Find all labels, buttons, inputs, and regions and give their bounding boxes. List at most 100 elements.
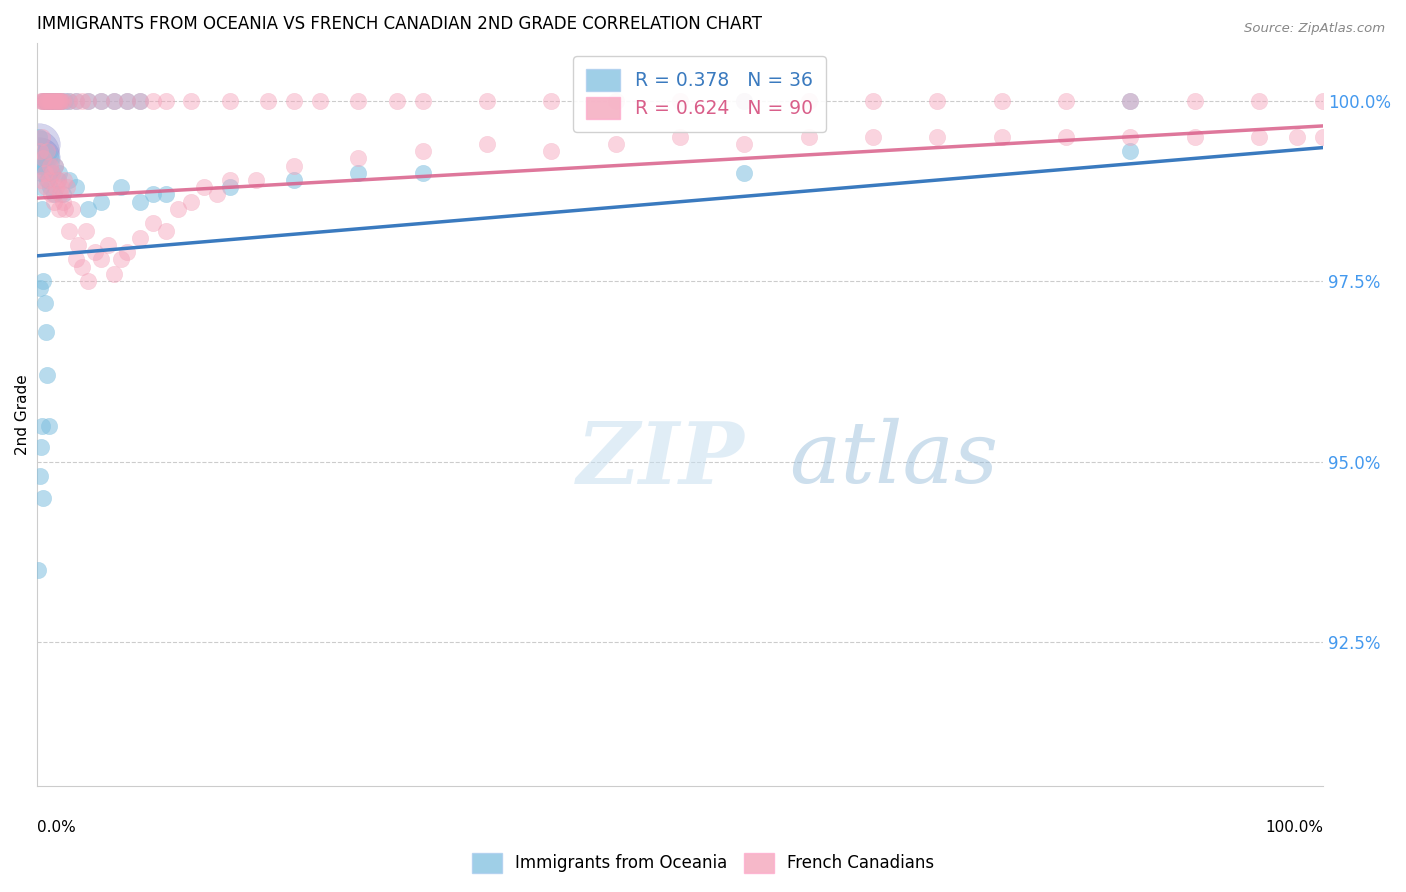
Point xyxy=(32,94,55,108)
Point xyxy=(52,173,75,187)
Point xyxy=(60,202,83,216)
Point xyxy=(103,94,125,108)
Point xyxy=(52,94,75,108)
Point xyxy=(44,159,66,173)
Point xyxy=(32,491,55,505)
Point xyxy=(38,94,60,108)
Point xyxy=(862,94,884,108)
Point xyxy=(28,144,51,158)
Point xyxy=(70,260,93,274)
Point xyxy=(103,94,125,108)
Point xyxy=(385,94,408,108)
Point xyxy=(39,152,62,166)
Point xyxy=(65,252,87,267)
Point xyxy=(309,94,332,108)
Point xyxy=(115,94,138,108)
Point xyxy=(218,173,240,187)
Point xyxy=(32,274,55,288)
Point xyxy=(77,94,100,108)
Point xyxy=(46,173,69,187)
Point xyxy=(31,418,53,433)
Point xyxy=(37,94,59,108)
Point xyxy=(475,94,498,108)
Point xyxy=(28,281,51,295)
Point xyxy=(39,94,62,108)
Point xyxy=(1054,129,1077,144)
Point xyxy=(218,180,240,194)
Point xyxy=(862,129,884,144)
Point xyxy=(34,94,56,108)
Point xyxy=(90,252,112,267)
Point xyxy=(1247,94,1270,108)
Point xyxy=(52,194,75,209)
Point xyxy=(90,94,112,108)
Point xyxy=(110,180,132,194)
Point xyxy=(42,187,65,202)
Point xyxy=(155,187,177,202)
Y-axis label: 2nd Grade: 2nd Grade xyxy=(15,375,30,455)
Point xyxy=(1312,129,1334,144)
Point xyxy=(70,94,93,108)
Point xyxy=(733,166,755,180)
Point xyxy=(45,94,67,108)
Point xyxy=(37,368,59,382)
Point xyxy=(27,144,49,158)
Point xyxy=(31,202,53,216)
Point xyxy=(31,129,53,144)
Point xyxy=(1119,94,1142,108)
Point xyxy=(38,159,60,173)
Text: ZIP: ZIP xyxy=(576,417,745,501)
Point xyxy=(77,202,100,216)
Point xyxy=(35,152,58,166)
Point xyxy=(83,245,105,260)
Point xyxy=(51,94,73,108)
Point xyxy=(46,94,69,108)
Point xyxy=(32,152,55,166)
Point xyxy=(412,94,434,108)
Point xyxy=(38,418,60,433)
Point xyxy=(97,238,120,252)
Point xyxy=(48,94,70,108)
Point xyxy=(90,94,112,108)
Point xyxy=(283,94,305,108)
Point xyxy=(34,144,56,158)
Point xyxy=(38,173,60,187)
Point xyxy=(605,136,627,151)
Point xyxy=(28,129,51,144)
Point xyxy=(51,180,73,194)
Point xyxy=(58,224,80,238)
Point xyxy=(142,94,165,108)
Point xyxy=(53,94,76,108)
Point xyxy=(41,166,63,180)
Point xyxy=(48,94,70,108)
Point xyxy=(669,94,692,108)
Point xyxy=(38,166,60,180)
Point xyxy=(733,136,755,151)
Point xyxy=(77,274,100,288)
Point xyxy=(35,325,58,339)
Text: IMMIGRANTS FROM OCEANIA VS FRENCH CANADIAN 2ND GRADE CORRELATION CHART: IMMIGRANTS FROM OCEANIA VS FRENCH CANADI… xyxy=(37,15,762,33)
Point xyxy=(48,202,70,216)
Point xyxy=(77,94,100,108)
Point xyxy=(475,136,498,151)
Point xyxy=(41,94,63,108)
Point xyxy=(45,94,67,108)
Point xyxy=(180,94,202,108)
Text: 0.0%: 0.0% xyxy=(37,820,76,835)
Point xyxy=(110,252,132,267)
Point xyxy=(46,173,69,187)
Point xyxy=(1247,129,1270,144)
Point xyxy=(412,144,434,158)
Point xyxy=(1312,94,1334,108)
Point xyxy=(30,166,52,180)
Point xyxy=(128,94,150,108)
Point xyxy=(142,216,165,230)
Point xyxy=(30,440,52,454)
Point xyxy=(797,94,820,108)
Point xyxy=(35,94,58,108)
Point xyxy=(990,129,1012,144)
Point xyxy=(58,94,80,108)
Point xyxy=(283,159,305,173)
Point xyxy=(58,173,80,187)
Point xyxy=(28,136,51,151)
